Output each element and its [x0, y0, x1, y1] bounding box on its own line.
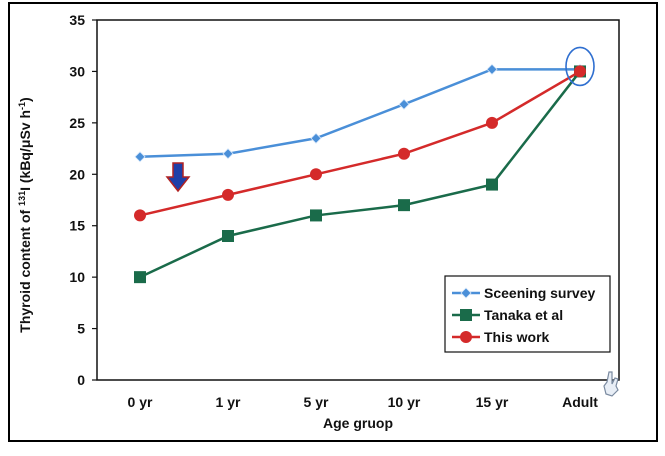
y-axis-title-sup2: -1 — [17, 102, 27, 110]
legend-item-this-work-label: This work — [484, 329, 550, 345]
legend-item-this-work: This work — [452, 329, 550, 345]
y-axis-title-sup: 131 — [17, 191, 27, 206]
legend-item-tanaka-et-al-point — [460, 309, 472, 321]
highlight-circle — [565, 46, 595, 87]
x-axis: 0 yr 1 yr 5 yr 10 yr 15 yr Adult — [128, 394, 599, 410]
legend-item-this-work-point — [460, 331, 472, 343]
down-arrow-icon — [165, 162, 191, 193]
y-axis: 0 5 10 15 20 25 30 35 — [69, 12, 97, 388]
series-this-work-line — [139, 70, 581, 217]
y-axis-title-mid: I (kBq/μSv h — [17, 110, 33, 191]
legend-item-tanaka-et-al-label: Tanaka et al — [484, 307, 563, 323]
series-sceening-survey-point — [398, 98, 410, 110]
x-tick-label: 10 yr — [388, 394, 421, 410]
y-tick-label: 5 — [77, 321, 85, 337]
plot-area — [96, 19, 620, 381]
series-tanaka-et-al-point — [486, 178, 498, 191]
x-tick-label: 5 yr — [304, 394, 329, 410]
y-tick-label: 25 — [69, 115, 85, 131]
series-this-work-point — [310, 168, 322, 181]
hand-cursor-icon — [603, 371, 619, 397]
chart-frame — [8, 2, 658, 442]
series-sceening-survey-point — [486, 63, 498, 75]
series-this-work — [134, 65, 586, 222]
series-tanaka-et-al-line — [139, 70, 581, 279]
x-tick-label: 15 yr — [476, 394, 509, 410]
x-tick-label: 0 yr — [128, 394, 153, 410]
annotation-layer — [165, 46, 595, 193]
y-axis-title: Thyroid content of 131I (kBq/μSv h-1) — [17, 97, 33, 332]
series-this-work-point — [134, 209, 146, 222]
y-tick-label: 20 — [69, 166, 85, 182]
x-axis-title: Age gruop — [323, 415, 393, 431]
legend: Sceening survey Tanaka et al This work — [444, 275, 611, 353]
legend-item-sceening-survey: Sceening survey — [452, 285, 595, 301]
series-this-work-point — [486, 116, 498, 129]
legend-item-sceening-survey-label: Sceening survey — [484, 285, 595, 301]
series-this-work-point — [222, 188, 234, 201]
series-sceening-survey-point — [222, 148, 234, 160]
y-tick-label: 10 — [69, 269, 85, 285]
x-tick-label: 1 yr — [216, 394, 241, 410]
series-sceening-survey-point — [310, 132, 322, 144]
y-tick-label: 30 — [69, 63, 85, 79]
series-tanaka-et-al-point — [222, 230, 234, 242]
series-tanaka-et-al-point — [310, 209, 322, 222]
series-layer — [134, 63, 586, 284]
y-axis-title-post: ) — [17, 97, 33, 102]
legend-item-tanaka-et-al: Tanaka et al — [452, 307, 563, 323]
series-sceening-survey-line — [139, 68, 580, 159]
series-this-work-point — [574, 65, 586, 78]
series-sceening-survey-point — [134, 151, 146, 163]
y-axis-title-pre: Thyroid content of — [17, 206, 33, 333]
y-tick-label: 0 — [77, 372, 85, 388]
series-tanaka-et-al-point — [398, 199, 410, 212]
x-tick-label: Adult — [562, 394, 598, 410]
y-tick-label: 15 — [69, 218, 85, 234]
series-this-work-point — [398, 147, 410, 160]
y-tick-label: 35 — [69, 12, 85, 28]
legend-items: Sceening survey Tanaka et al This work — [452, 285, 595, 345]
series-tanaka-et-al-point — [134, 271, 146, 284]
legend-item-sceening-survey-point — [460, 287, 472, 299]
